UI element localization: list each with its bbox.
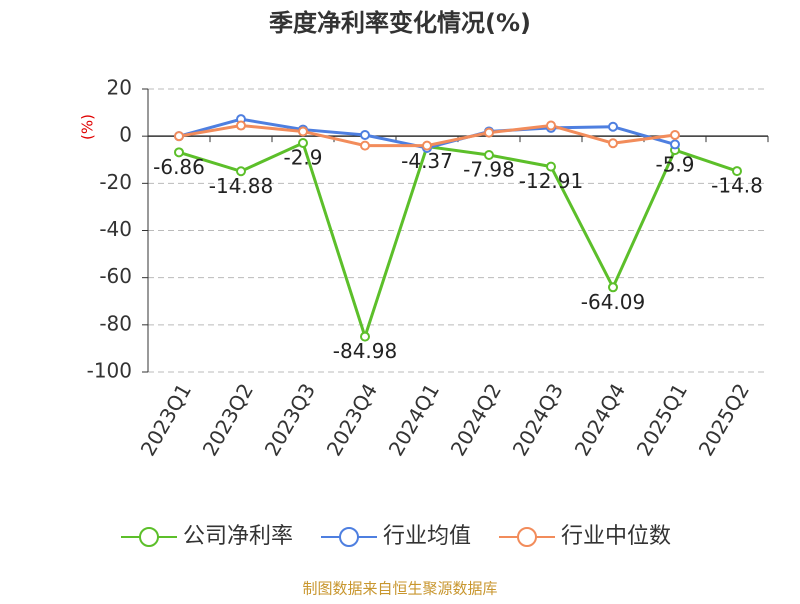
data-point [484, 149, 494, 160]
legend-marker [139, 527, 159, 547]
y-tick-label: 20 [107, 76, 132, 100]
x-tick-label: 2025Q1 [632, 379, 692, 460]
y-tick-label: -60 [99, 264, 132, 288]
data-point [360, 331, 370, 342]
x-tick-label: 2024Q3 [508, 379, 568, 460]
data-label: -64.09 [581, 290, 645, 314]
data-point [732, 166, 742, 177]
data-label: -4.37 [401, 149, 453, 173]
legend-marker [339, 527, 359, 547]
data-point [360, 140, 370, 151]
legend-item: 公司净利率 [121, 524, 293, 549]
x-tick-label: 2024Q4 [570, 379, 630, 460]
data-point [484, 127, 494, 138]
data-point [236, 120, 246, 131]
data-point [546, 120, 556, 131]
data-label: -12.91 [519, 169, 583, 193]
data-label: -5.9 [655, 153, 694, 177]
data-point [236, 166, 246, 177]
data-point [608, 282, 618, 293]
y-tick-label: -20 [99, 170, 132, 194]
y-axis-label: (%) [79, 114, 97, 140]
data-label: -14.88 [209, 174, 273, 198]
series-line [178, 140, 738, 342]
y-tick-label: 0 [119, 123, 132, 147]
data-point [422, 140, 432, 151]
x-tick-label: 2024Q1 [384, 379, 444, 460]
data-point [608, 121, 618, 132]
x-tick-label: 2023Q1 [136, 379, 196, 460]
chart-title: 季度净利率变化情况(%) [269, 9, 531, 37]
legend-marker [517, 527, 537, 547]
data-label: -2.9 [283, 146, 322, 170]
source-note: 制图数据来自恒生聚源数据库 [302, 580, 497, 598]
x-tick-label: 2023Q4 [322, 379, 382, 460]
data-label: -7.98 [463, 157, 515, 181]
data-point [298, 126, 308, 137]
legend-label: 公司净利率 [183, 524, 293, 549]
legend-item: 行业均值 [321, 524, 471, 549]
data-point [174, 147, 184, 158]
y-tick-label: -80 [99, 311, 132, 335]
data-label: -14.8 [711, 174, 763, 198]
data-point [298, 138, 308, 149]
x-tick-label: 2025Q2 [694, 379, 754, 460]
data-point [670, 139, 680, 150]
data-point [174, 131, 184, 142]
data-label: -6.86 [153, 155, 205, 179]
legend-label: 行业均值 [383, 524, 471, 549]
legend-label: 行业中位数 [561, 524, 671, 549]
data-point [608, 138, 618, 149]
data-label: -84.98 [333, 339, 397, 363]
data-point [360, 129, 370, 140]
data-point [546, 161, 556, 172]
y-tick-label: -100 [87, 359, 132, 383]
data-point [670, 129, 680, 140]
y-tick-label: -40 [99, 217, 132, 241]
legend-item: 行业中位数 [499, 524, 671, 549]
x-tick-label: 2023Q2 [198, 379, 258, 460]
x-tick-label: 2023Q3 [260, 379, 320, 460]
x-tick-label: 2024Q2 [446, 379, 506, 460]
